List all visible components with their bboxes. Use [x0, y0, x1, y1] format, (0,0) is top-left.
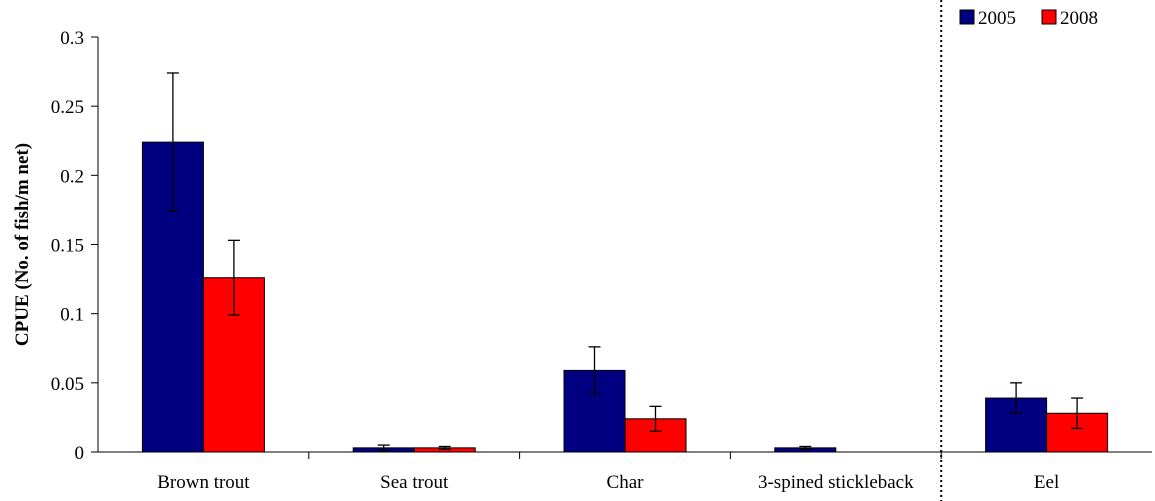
legend: 2005 2008 — [959, 8, 1098, 29]
legend-label-2008: 2008 — [1060, 8, 1098, 29]
x-tick-label: Sea trout — [380, 472, 449, 493]
y-tick-label: 0.25 — [51, 97, 84, 118]
y-axis-label: CPUE (No. of fish/m net) — [12, 143, 33, 346]
legend-label-2005: 2005 — [978, 8, 1016, 29]
legend-swatch-2005 — [959, 9, 975, 25]
bars — [141, 141, 1109, 453]
x-tick-label: Char — [607, 472, 645, 493]
y-tick-label: 0.1 — [60, 305, 84, 326]
x-axis: Brown trout Sea trout Char 3-spined stickle… — [98, 451, 1152, 493]
y-tick-label: 0.15 — [51, 236, 84, 257]
x-tick-label: Brown trout — [157, 472, 250, 493]
legend-swatch-2008 — [1041, 9, 1057, 25]
y-axis: 0 0.05 0.1 0.15 0.2 0.25 0.3 — [51, 28, 99, 464]
y-tick-label: 0.05 — [51, 374, 84, 395]
y-tick-label: 0.2 — [60, 166, 84, 187]
x-tick-label: 3-spined stickleback — [758, 472, 914, 493]
y-tick-label: 0 — [75, 443, 85, 464]
y-tick-label: 0.3 — [60, 28, 84, 49]
x-tick-label: Eel — [1034, 472, 1059, 493]
error-bars — [166, 72, 1084, 452]
